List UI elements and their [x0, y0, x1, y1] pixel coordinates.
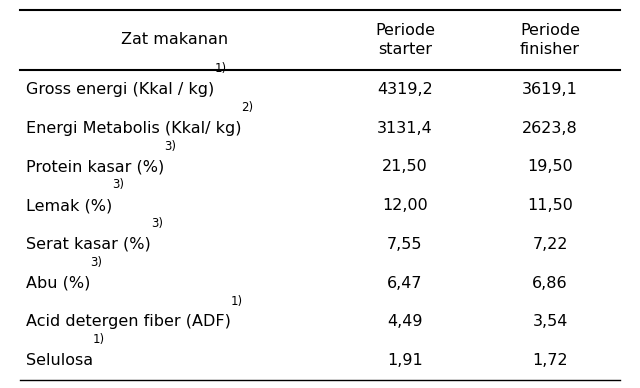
Text: Periode
finisher: Periode finisher — [520, 23, 580, 57]
Text: 7,55: 7,55 — [387, 237, 423, 252]
Text: Zat makanan: Zat makanan — [122, 33, 228, 47]
Text: Serat kasar (%): Serat kasar (%) — [26, 237, 151, 252]
Text: 21,50: 21,50 — [382, 159, 428, 174]
Text: 2): 2) — [241, 101, 253, 114]
Text: 12,00: 12,00 — [382, 198, 428, 213]
Text: 1): 1) — [214, 62, 227, 75]
Text: 1): 1) — [231, 294, 243, 308]
Text: 3): 3) — [164, 140, 176, 152]
Text: 3): 3) — [112, 178, 124, 191]
Text: 6,47: 6,47 — [387, 275, 423, 291]
Text: 2623,8: 2623,8 — [522, 121, 578, 136]
Text: Lemak (%): Lemak (%) — [26, 198, 112, 213]
Text: 4319,2: 4319,2 — [377, 82, 433, 97]
Text: 11,50: 11,50 — [527, 198, 573, 213]
Text: Gross energi (Kkal / kg): Gross energi (Kkal / kg) — [26, 82, 214, 97]
Text: 4,49: 4,49 — [387, 314, 423, 329]
Text: 6,86: 6,86 — [532, 275, 568, 291]
Text: Protein kasar (%): Protein kasar (%) — [26, 159, 164, 174]
Text: Energi Metabolis (Kkal/ kg): Energi Metabolis (Kkal/ kg) — [26, 121, 241, 136]
Text: 3,54: 3,54 — [532, 314, 568, 329]
Text: 3619,1: 3619,1 — [522, 82, 578, 97]
Text: 3): 3) — [90, 256, 102, 269]
Text: 1,72: 1,72 — [532, 353, 568, 368]
Text: Acid detergen fiber (ADF): Acid detergen fiber (ADF) — [26, 314, 231, 329]
Text: Abu (%): Abu (%) — [26, 275, 90, 291]
Text: 19,50: 19,50 — [527, 159, 573, 174]
Text: Periode
starter: Periode starter — [375, 23, 435, 57]
Text: 3): 3) — [151, 217, 163, 230]
Text: Selulosa: Selulosa — [26, 353, 93, 368]
Text: 7,22: 7,22 — [532, 237, 568, 252]
Text: 3131,4: 3131,4 — [377, 121, 433, 136]
Text: 1): 1) — [93, 333, 105, 346]
Text: 1,91: 1,91 — [387, 353, 423, 368]
